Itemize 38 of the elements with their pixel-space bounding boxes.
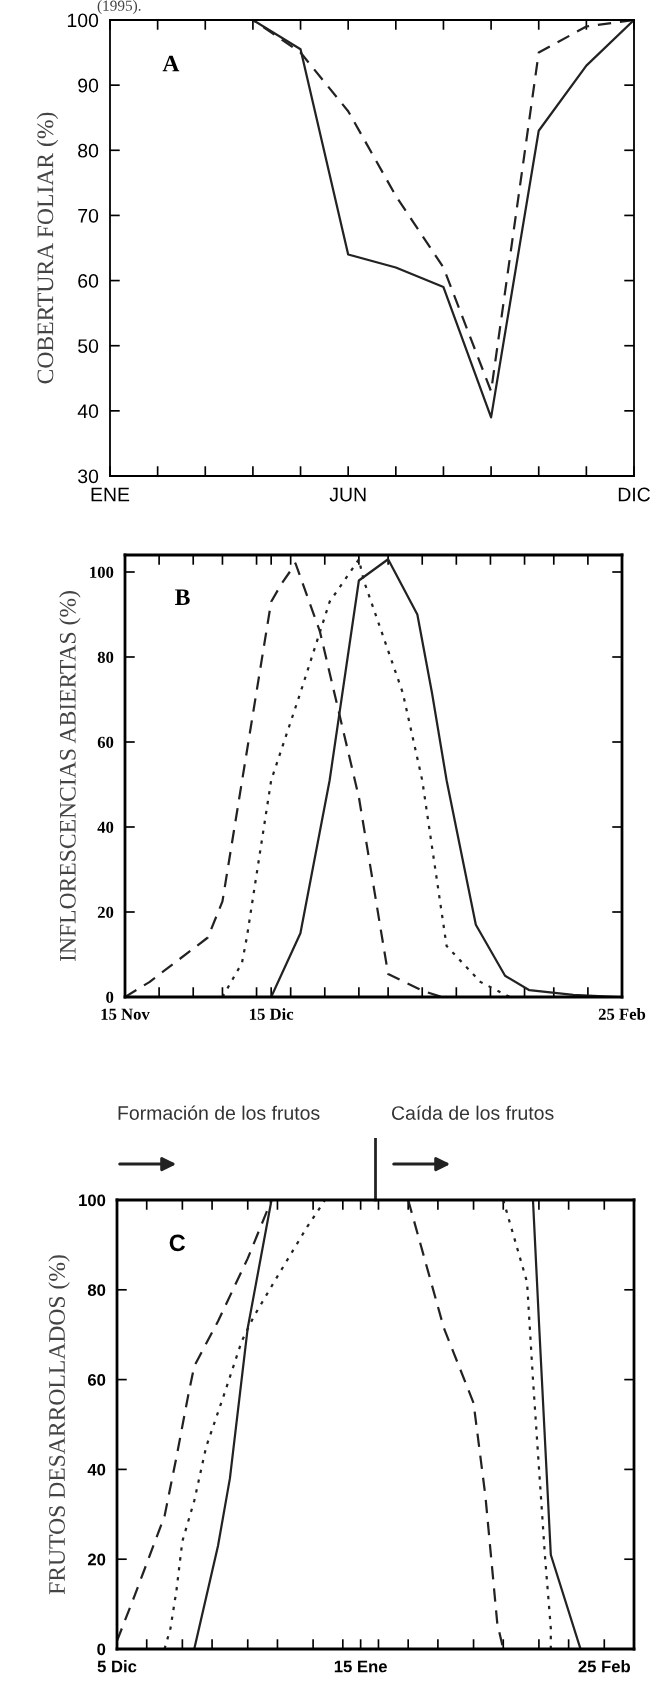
y-tick-label: 20 — [87, 1553, 106, 1566]
x-tick-label: 15 Nov — [101, 1008, 150, 1020]
y-tick-label: 40 — [77, 404, 99, 419]
x-tick-label: 25 Feb — [598, 1008, 646, 1020]
y-tick-label: 100 — [67, 13, 99, 28]
y-tick-label: 50 — [78, 339, 99, 353]
y-tick-label: 70 — [78, 208, 99, 223]
y-axis-title: COBERTURA FOLIAR (%) — [36, 112, 59, 384]
y-tick-label: 100 — [79, 1194, 106, 1207]
y-tick-label: 20 — [97, 906, 114, 918]
annotation: B — [175, 589, 190, 605]
x-tick-label: 15 Dic — [250, 1008, 294, 1020]
y-tick-label: 30 — [78, 469, 99, 484]
y-tick-label: 80 — [78, 143, 99, 158]
text: (1995). — [97, 0, 141, 14]
y-tick-label: 60 — [97, 736, 114, 748]
x-tick-label: DIC — [618, 487, 650, 502]
x-tick-label: ENE — [91, 487, 130, 502]
y-tick-label: 80 — [87, 1284, 106, 1296]
text: Caída de los frutos — [392, 1105, 554, 1120]
y-tick-label: 80 — [97, 651, 114, 663]
y-tick-label: 60 — [87, 1374, 106, 1386]
x-tick-label: JUN — [329, 487, 366, 502]
y-axis-title: FRUTOS DESARROLLADOS (%) — [48, 1255, 70, 1595]
x-tick-label: 5 Dic — [97, 1660, 137, 1673]
y-tick-label: 100 — [90, 566, 114, 578]
x-tick-label: 15 Ene — [334, 1660, 387, 1673]
y-tick-label: 0 — [106, 991, 114, 1003]
y-tick-label: 90 — [78, 78, 99, 93]
y-tick-label: 40 — [87, 1463, 106, 1476]
x-tick-label: 25 Feb — [578, 1660, 631, 1673]
y-axis-title: INFLORESCENCIAS ABIERTAS (%) — [59, 591, 81, 962]
text: Formación de los frutos — [118, 1105, 320, 1120]
annotation: A — [162, 55, 180, 72]
y-tick-label: 0 — [97, 1643, 106, 1656]
y-tick-label: 40 — [97, 821, 114, 833]
y-tick-label: 60 — [78, 274, 99, 288]
annotation: C — [169, 1234, 186, 1252]
